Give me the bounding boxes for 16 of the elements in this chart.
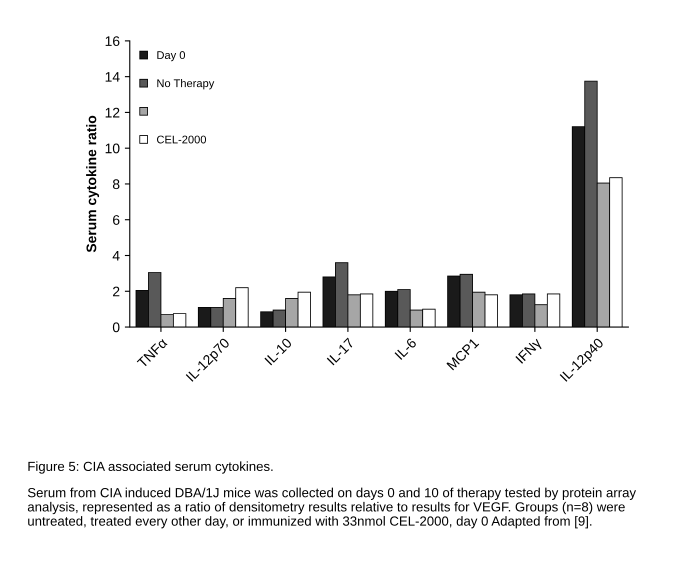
y-tick-label: 0 — [112, 322, 120, 332]
legend-label: Day 0 — [157, 51, 186, 62]
text: Serum from CIA induced DBA/1J mice was collected on days 0 and 10 of therapy tested by protein array analysis, represented as a ratio of densitometry results relative to results for VEGF. Groups (n=8) were untreated, treated every other day, or immunized with 33nmol CEL-2000, day 0 Adapted from [9]. — [28, 488, 636, 528]
y-tick-label: 2 — [113, 286, 120, 296]
y-tick-label: 8 — [112, 179, 120, 190]
y-tick-label: 10 — [106, 144, 120, 154]
x-tick-label: IL-6 — [394, 337, 418, 360]
y-tick-label: 14 — [106, 72, 120, 82]
y-tick-label: 16 — [106, 36, 120, 46]
y-tick-label: 12 — [106, 108, 120, 118]
legend-label: No Therapy — [157, 79, 214, 90]
y-tick-label: 6 — [113, 215, 120, 225]
y-tick-label: 4 — [112, 250, 120, 261]
caption: Figure 5: CIA associated serum cytokines. — [28, 461, 273, 474]
y-axis-title: Serum cytokine ratio — [86, 116, 100, 252]
legend-label: CEL-2000 — [157, 136, 206, 144]
